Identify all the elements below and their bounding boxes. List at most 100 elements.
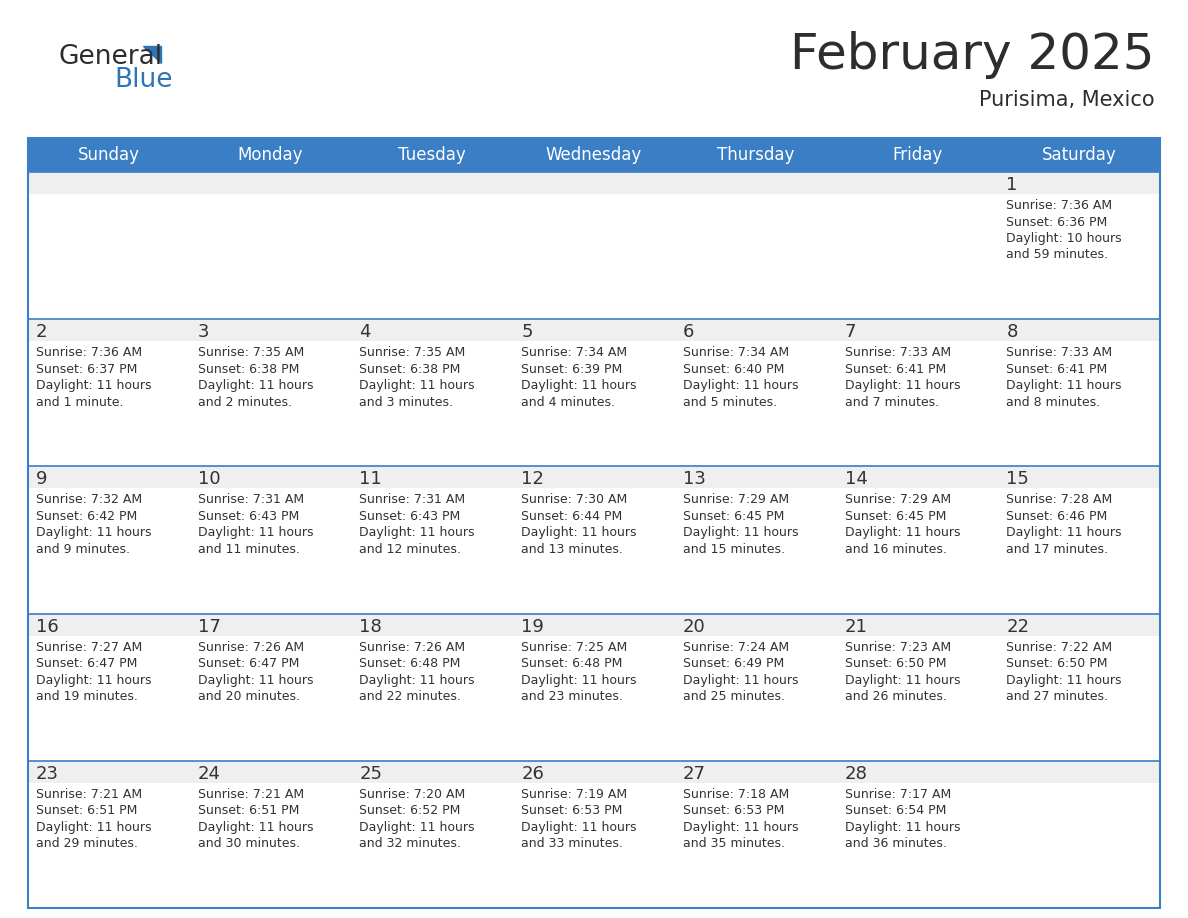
Text: Sunrise: 7:23 AM: Sunrise: 7:23 AM	[845, 641, 950, 654]
Text: and 11 minutes.: and 11 minutes.	[197, 543, 299, 556]
Text: Sunset: 6:48 PM: Sunset: 6:48 PM	[522, 657, 623, 670]
Bar	[998, 341, 1159, 466]
Text: and 2 minutes.: and 2 minutes.	[197, 396, 292, 409]
Text: Sunrise: 7:24 AM: Sunrise: 7:24 AM	[683, 641, 789, 654]
Text: Daylight: 11 hours: Daylight: 11 hours	[683, 821, 798, 834]
Bar	[998, 466, 1159, 488]
Text: Sunrise: 7:33 AM: Sunrise: 7:33 AM	[1006, 346, 1112, 359]
Bar	[675, 783, 836, 908]
Bar	[836, 761, 998, 783]
Text: Sunset: 6:43 PM: Sunset: 6:43 PM	[197, 509, 299, 523]
Text: Sunrise: 7:26 AM: Sunrise: 7:26 AM	[360, 641, 466, 654]
Text: 23: 23	[36, 765, 59, 783]
Bar	[675, 635, 836, 761]
Text: Sunday: Sunday	[78, 146, 140, 164]
Text: 16: 16	[36, 618, 58, 635]
Text: and 3 minutes.: and 3 minutes.	[360, 396, 454, 409]
Text: Sunrise: 7:17 AM: Sunrise: 7:17 AM	[845, 788, 950, 800]
Text: and 20 minutes.: and 20 minutes.	[197, 690, 299, 703]
Text: 9: 9	[36, 470, 48, 488]
Text: 5: 5	[522, 323, 532, 341]
Bar	[836, 613, 998, 635]
Text: Daylight: 11 hours: Daylight: 11 hours	[360, 674, 475, 687]
Bar	[29, 138, 1159, 172]
Bar	[836, 319, 998, 341]
Bar	[998, 194, 1159, 319]
Text: Daylight: 11 hours: Daylight: 11 hours	[1006, 526, 1121, 540]
Text: Sunset: 6:50 PM: Sunset: 6:50 PM	[845, 657, 946, 670]
Bar	[190, 172, 352, 194]
Text: Sunrise: 7:25 AM: Sunrise: 7:25 AM	[522, 641, 627, 654]
Text: 11: 11	[360, 470, 383, 488]
Bar	[998, 319, 1159, 341]
Bar	[998, 635, 1159, 761]
Text: Sunset: 6:45 PM: Sunset: 6:45 PM	[845, 509, 946, 523]
Text: 26: 26	[522, 765, 544, 783]
Text: Sunset: 6:37 PM: Sunset: 6:37 PM	[36, 363, 138, 375]
Text: Sunset: 6:51 PM: Sunset: 6:51 PM	[197, 804, 299, 817]
Bar	[513, 319, 675, 341]
Bar	[352, 172, 513, 194]
Text: 7: 7	[845, 323, 857, 341]
Polygon shape	[143, 46, 162, 63]
Bar	[190, 341, 352, 466]
Text: Sunset: 6:36 PM: Sunset: 6:36 PM	[1006, 216, 1107, 229]
Text: Daylight: 11 hours: Daylight: 11 hours	[845, 674, 960, 687]
Bar	[352, 635, 513, 761]
Text: Daylight: 11 hours: Daylight: 11 hours	[197, 379, 314, 392]
Text: 27: 27	[683, 765, 706, 783]
Bar	[836, 172, 998, 194]
Text: Sunrise: 7:21 AM: Sunrise: 7:21 AM	[36, 788, 143, 800]
Text: Daylight: 11 hours: Daylight: 11 hours	[522, 821, 637, 834]
Text: 4: 4	[360, 323, 371, 341]
Text: Sunrise: 7:34 AM: Sunrise: 7:34 AM	[522, 346, 627, 359]
Bar	[352, 466, 513, 488]
Bar	[190, 761, 352, 783]
Text: Sunset: 6:47 PM: Sunset: 6:47 PM	[36, 657, 138, 670]
Bar	[29, 761, 190, 783]
Bar	[29, 488, 190, 613]
Text: Sunrise: 7:19 AM: Sunrise: 7:19 AM	[522, 788, 627, 800]
Text: Sunset: 6:49 PM: Sunset: 6:49 PM	[683, 657, 784, 670]
Text: Sunset: 6:41 PM: Sunset: 6:41 PM	[845, 363, 946, 375]
Bar	[190, 466, 352, 488]
Text: and 15 minutes.: and 15 minutes.	[683, 543, 785, 556]
Text: Sunrise: 7:22 AM: Sunrise: 7:22 AM	[1006, 641, 1112, 654]
Text: and 27 minutes.: and 27 minutes.	[1006, 690, 1108, 703]
Text: Daylight: 11 hours: Daylight: 11 hours	[683, 379, 798, 392]
Text: Sunset: 6:53 PM: Sunset: 6:53 PM	[522, 804, 623, 817]
Text: and 5 minutes.: and 5 minutes.	[683, 396, 777, 409]
Text: 17: 17	[197, 618, 221, 635]
Text: Daylight: 11 hours: Daylight: 11 hours	[683, 526, 798, 540]
Text: Sunrise: 7:29 AM: Sunrise: 7:29 AM	[683, 493, 789, 507]
Text: and 29 minutes.: and 29 minutes.	[36, 837, 138, 850]
Text: Sunset: 6:52 PM: Sunset: 6:52 PM	[360, 804, 461, 817]
Bar	[675, 488, 836, 613]
Bar	[836, 635, 998, 761]
Text: and 7 minutes.: and 7 minutes.	[845, 396, 939, 409]
Text: Thursday: Thursday	[718, 146, 795, 164]
Text: Sunrise: 7:31 AM: Sunrise: 7:31 AM	[360, 493, 466, 507]
Bar	[29, 341, 190, 466]
Bar	[998, 613, 1159, 635]
Bar	[352, 488, 513, 613]
Text: Daylight: 11 hours: Daylight: 11 hours	[36, 526, 152, 540]
Bar	[352, 194, 513, 319]
Text: General: General	[58, 44, 162, 70]
Text: Sunset: 6:54 PM: Sunset: 6:54 PM	[845, 804, 946, 817]
Text: and 12 minutes.: and 12 minutes.	[360, 543, 461, 556]
Text: Sunrise: 7:26 AM: Sunrise: 7:26 AM	[197, 641, 304, 654]
Text: 21: 21	[845, 618, 867, 635]
Text: Sunrise: 7:35 AM: Sunrise: 7:35 AM	[360, 346, 466, 359]
Text: and 9 minutes.: and 9 minutes.	[36, 543, 129, 556]
Text: 28: 28	[845, 765, 867, 783]
Bar	[513, 172, 675, 194]
Text: and 33 minutes.: and 33 minutes.	[522, 837, 623, 850]
Text: 25: 25	[360, 765, 383, 783]
Bar	[675, 172, 836, 194]
Text: Daylight: 11 hours: Daylight: 11 hours	[845, 821, 960, 834]
Text: Sunset: 6:53 PM: Sunset: 6:53 PM	[683, 804, 784, 817]
Text: Sunset: 6:41 PM: Sunset: 6:41 PM	[1006, 363, 1107, 375]
Text: and 25 minutes.: and 25 minutes.	[683, 690, 785, 703]
Text: Sunrise: 7:36 AM: Sunrise: 7:36 AM	[1006, 199, 1112, 212]
